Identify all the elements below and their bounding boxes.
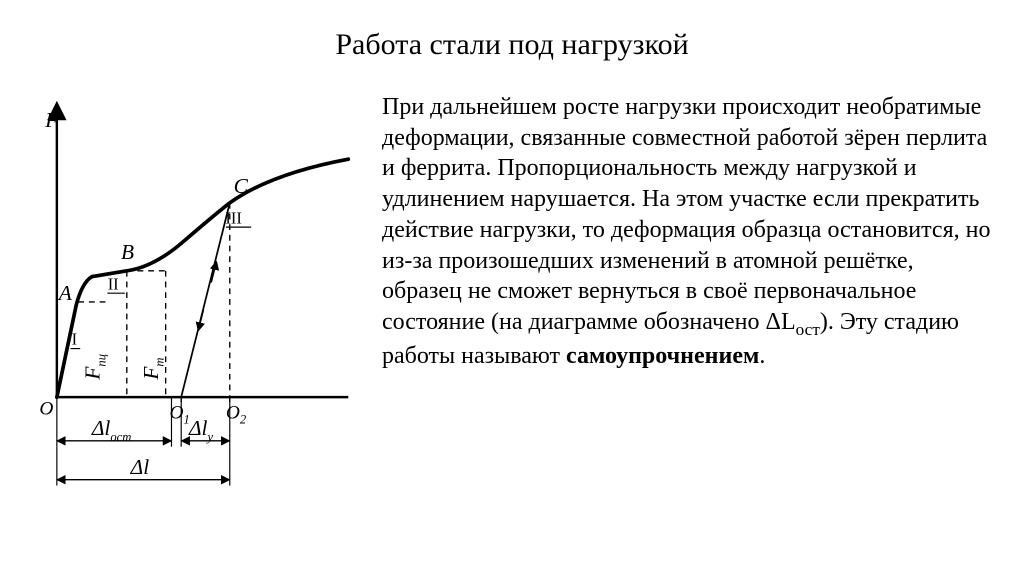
page-title: Работа стали под нагрузкой (0, 0, 1024, 62)
stress-strain-diagram: ABCIIIIIIFпцFтFOO1O2ΔlостΔlуΔl (18, 90, 358, 515)
svg-text:I: I (72, 330, 78, 349)
svg-text:Fпц: Fпц (81, 354, 109, 381)
para-part1: При дальнейшем росте нагрузки происходит… (382, 94, 990, 335)
delta-l: ΔLост (766, 309, 820, 335)
svg-text:Δlост: Δlост (91, 416, 132, 444)
svg-text:O2: O2 (226, 403, 247, 427)
svg-text:C: C (234, 174, 249, 198)
diagram-svg: ABCIIIIIIFпцFтFOO1O2ΔlостΔlуΔl (18, 90, 358, 510)
content-row: ABCIIIIIIFпцFтFOO1O2ΔlостΔlуΔl При дальн… (0, 62, 1024, 515)
svg-text:Fт: Fт (139, 357, 167, 380)
svg-text:F: F (44, 108, 59, 132)
svg-text:III: III (225, 208, 241, 227)
svg-text:O1: O1 (170, 403, 190, 427)
description-paragraph: При дальнейшем росте нагрузки происходит… (382, 90, 994, 515)
svg-text:II: II (108, 274, 119, 293)
svg-text:Δlу: Δlу (188, 416, 213, 444)
para-part3: . (759, 343, 765, 369)
svg-text:Δl: Δl (130, 455, 150, 479)
svg-text:O: O (39, 399, 53, 420)
bold-term: самоупрочнением (566, 343, 759, 369)
svg-text:B: B (121, 240, 134, 264)
svg-text:A: A (57, 281, 73, 305)
